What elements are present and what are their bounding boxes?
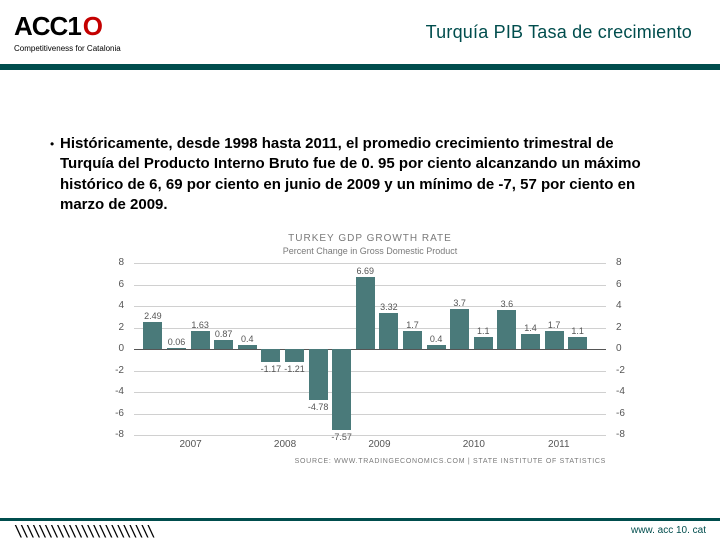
- logo-tagline: Competitiveness for Catalonia: [14, 44, 121, 53]
- bar: [356, 277, 375, 349]
- bar-label: 3.6: [501, 299, 514, 309]
- bar: [332, 349, 351, 430]
- y-axis-left: 86420-2-4-6-8: [100, 263, 130, 435]
- bar: [285, 349, 304, 362]
- bar-label: -1.17: [261, 364, 282, 374]
- bar-label: 6.69: [357, 266, 375, 276]
- x-label: 2007: [180, 439, 202, 450]
- bar: [521, 334, 540, 349]
- bar-label: 1.7: [548, 320, 561, 330]
- bar: [427, 345, 446, 349]
- chart-title: TURKEY GDP GROWTH RATE: [100, 233, 640, 244]
- chart: TURKEY GDP GROWTH RATE Percent Change in…: [100, 233, 640, 463]
- logo-accent: O: [83, 11, 102, 42]
- bar-label: 1.63: [191, 320, 209, 330]
- grid-line: [134, 263, 606, 264]
- bar: [238, 345, 257, 349]
- bar: [450, 309, 469, 349]
- x-label: 2011: [548, 439, 570, 450]
- bar: [214, 340, 233, 349]
- bar-label: 1.1: [571, 326, 584, 336]
- y-axis-right: 86420-2-4-6-8: [610, 263, 640, 435]
- bar: [309, 349, 328, 400]
- bar-label: 1.4: [524, 323, 537, 333]
- x-label: 2010: [463, 439, 485, 450]
- bar-label: 2.49: [144, 311, 162, 321]
- plot-area: 2.490.061.630.870.4-1.17-1.21-4.78-7.576…: [134, 263, 606, 435]
- bar: [261, 349, 280, 362]
- bar-label: 0.4: [241, 334, 254, 344]
- bar-label: -4.78: [308, 402, 329, 412]
- bar-label: 3.7: [453, 298, 466, 308]
- x-label: 2009: [368, 439, 390, 450]
- bar: [143, 322, 162, 349]
- chart-subtitle: Percent Change in Gross Domestic Product: [100, 246, 640, 256]
- grid-line: [134, 349, 606, 350]
- bar: [379, 313, 398, 349]
- logo: ACC1O Competitiveness for Catalonia: [0, 11, 170, 53]
- grid-line: [134, 371, 606, 372]
- bar-label: 0.87: [215, 329, 233, 339]
- bar: [568, 337, 587, 349]
- x-axis-labels: 2007 2008 2009 2010 2011: [134, 439, 606, 453]
- bar-label: 0.4: [430, 334, 443, 344]
- bar-label: 3.32: [380, 302, 398, 312]
- grid-line: [134, 435, 606, 436]
- bar-label: -1.21: [284, 364, 305, 374]
- header: ACC1O Competitiveness for Catalonia Turq…: [0, 0, 720, 64]
- footer-site: www. acc 10. cat: [631, 525, 706, 536]
- bar: [497, 310, 516, 349]
- grid-line: [134, 392, 606, 393]
- bar-label: 1.7: [406, 320, 419, 330]
- bar: [545, 331, 564, 349]
- bullet-block: • Históricamente, desde 1998 hasta 2011,…: [50, 134, 670, 215]
- logo-text: ACC1: [14, 11, 81, 42]
- bar: [191, 331, 210, 349]
- footer: \\\\\\\\\\\\\\\\\\\\\\\ www. acc 10. cat: [0, 518, 720, 540]
- bar: [167, 348, 186, 349]
- bullet-marker: •: [50, 134, 60, 215]
- bullet-text: Históricamente, desde 1998 hasta 2011, e…: [60, 134, 670, 215]
- footer-hatch: \\\\\\\\\\\\\\\\\\\\\\\: [14, 522, 164, 540]
- x-label: 2008: [274, 439, 296, 450]
- page-title: Turquía PIB Tasa de crecimiento: [170, 22, 720, 43]
- bar: [403, 331, 422, 349]
- bar: [474, 337, 493, 349]
- bar-label: 1.1: [477, 326, 490, 336]
- chart-source: SOURCE: WWW.TRADINGECONOMICS.COM | STATE…: [295, 458, 606, 465]
- grid-line: [134, 414, 606, 415]
- content: • Históricamente, desde 1998 hasta 2011,…: [0, 70, 720, 463]
- bar-label: 0.06: [168, 337, 186, 347]
